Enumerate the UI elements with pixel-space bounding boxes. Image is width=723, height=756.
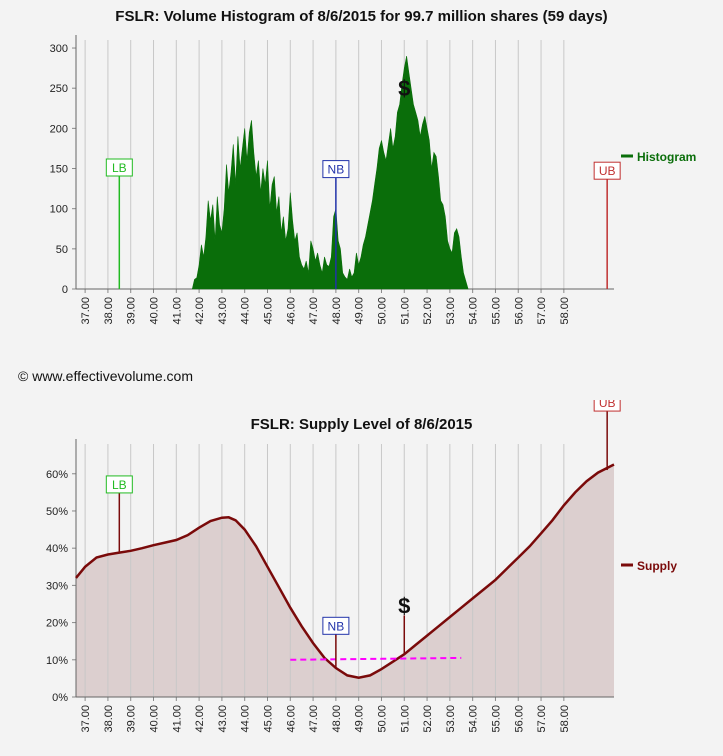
hist-marker-label-nb: NB — [328, 163, 345, 177]
supply-x-tick-label: 45.00 — [262, 705, 274, 733]
hist-x-tick-label: 55.00 — [490, 297, 502, 325]
hist-x-tick-label: 43.00 — [217, 297, 229, 325]
hist-x-tick-label: 50.00 — [376, 297, 388, 325]
hist-marker-label-ub: UB — [599, 164, 616, 178]
supply-x-tick-label: 58.00 — [559, 705, 571, 733]
supply-x-tick-label: 55.00 — [490, 705, 502, 733]
supply-x-tick-label: 48.00 — [331, 705, 343, 733]
supply-marker-box-lb — [105, 475, 133, 494]
histogram-title: FSLR: Volume Histogram of 8/6/2015 for 9… — [115, 8, 608, 25]
hist-y-tick-label: 200 — [50, 123, 68, 135]
supply-x-tick-label: 51.00 — [399, 705, 411, 733]
supply-x-tick-label: 56.00 — [513, 705, 525, 733]
hist-x-tick-label: 54.00 — [468, 297, 480, 325]
supply-x-tick-label: 39.00 — [126, 705, 138, 733]
supply-x-tick-label: 49.00 — [354, 705, 366, 733]
supply-x-tick-label: 44.00 — [240, 705, 252, 733]
hist-x-tick-label: 53.00 — [445, 297, 457, 325]
supply-x-tick-label: 46.00 — [285, 705, 297, 733]
supply-y-tick-label: 10% — [46, 655, 68, 667]
supply-x-tick-label: 42.00 — [194, 705, 206, 733]
histogram-area — [191, 56, 469, 290]
supply-line — [75, 463, 615, 679]
hist-y-tick-label: 50 — [56, 244, 68, 256]
supply-price-marker: $ — [398, 593, 410, 618]
supply-marker-label-ub: UB — [599, 400, 616, 410]
supply-marker-box-nb — [322, 616, 350, 635]
supply-y-tick-label: 30% — [46, 580, 68, 592]
supply-x-tick-label: 40.00 — [149, 705, 161, 733]
supply-y-tick-label: 0% — [52, 692, 68, 704]
supply-trend-line — [290, 656, 462, 661]
supply-marker-label-lb: LB — [112, 478, 127, 492]
supply-x-tick-label: 50.00 — [376, 705, 388, 733]
supply-y-tick-label: 20% — [46, 618, 68, 630]
supply-area — [76, 464, 614, 697]
hist-marker-label-lb: LB — [112, 161, 127, 175]
supply-x-tick-label: 57.00 — [536, 705, 548, 733]
hist-x-tick-label: 46.00 — [285, 297, 297, 325]
hist-x-tick-label: 40.00 — [149, 297, 161, 325]
hist-marker-box-lb — [105, 158, 133, 177]
supply-y-tick-label: 40% — [46, 543, 68, 555]
hist-x-tick-label: 38.00 — [103, 297, 115, 325]
supply-legend-label: Supply — [637, 559, 677, 573]
hist-x-tick-label: 58.00 — [559, 297, 571, 325]
supply-x-tick-label: 43.00 — [217, 705, 229, 733]
hist-x-tick-label: 37.00 — [80, 297, 92, 325]
hist-x-tick-label: 45.00 — [262, 297, 274, 325]
hist-price-marker: $ — [398, 76, 410, 101]
supply-title: FSLR: Supply Level of 8/6/2015 — [250, 416, 473, 433]
supply-marker-box-ub — [593, 400, 621, 412]
hist-x-tick-label: 41.00 — [171, 297, 183, 325]
hist-x-tick-label: 39.00 — [126, 297, 138, 325]
hist-x-tick-label: 52.00 — [422, 297, 434, 325]
histogram-chart: 37.00 38.00 39.00 40.00 41.00 42.00 43.00 44.00… — [50, 35, 696, 325]
hist-x-tick-label: 42.00 — [194, 297, 206, 325]
supply-chart: 37.00 38.00 39.00 40.00 41.00 42.00 43.00 44.00… — [46, 400, 677, 733]
supply-y-tick-label: 60% — [46, 469, 68, 481]
hist-y-tick-label: 150 — [50, 164, 68, 176]
hist-x-tick-label: 57.00 — [536, 297, 548, 325]
supply-x-tick-label: 52.00 — [422, 705, 434, 733]
supply-marker-label-nb: NB — [328, 619, 345, 633]
supply-x-tick-label: 37.00 — [80, 705, 92, 733]
hist-x-tick-label: 48.00 — [331, 297, 343, 325]
supply-x-tick-label: 53.00 — [445, 705, 457, 733]
hist-legend-label: Histogram — [637, 150, 696, 164]
hist-x-tick-label: 51.00 — [399, 297, 411, 325]
hist-marker-box-nb — [322, 160, 350, 179]
hist-x-tick-label: 49.00 — [354, 297, 366, 325]
supply-x-tick-label: 47.00 — [308, 705, 320, 733]
hist-y-tick-label: 100 — [50, 204, 68, 216]
hist-y-tick-label: 250 — [50, 83, 68, 95]
hist-x-tick-label: 47.00 — [308, 297, 320, 325]
hist-y-tick-label: 300 — [50, 43, 68, 55]
supply-x-tick-label: 38.00 — [103, 705, 115, 733]
hist-marker-box-ub — [593, 161, 621, 180]
supply-y-tick-label: 50% — [46, 506, 68, 518]
hist-x-tick-label: 56.00 — [513, 297, 525, 325]
supply-x-tick-label: 41.00 — [171, 705, 183, 733]
supply-x-tick-label: 54.00 — [468, 705, 480, 733]
hist-x-tick-label: 44.00 — [240, 297, 252, 325]
hist-y-tick-label: 0 — [62, 284, 68, 296]
copyright-text: © www.effectivevolume.com — [18, 368, 194, 384]
